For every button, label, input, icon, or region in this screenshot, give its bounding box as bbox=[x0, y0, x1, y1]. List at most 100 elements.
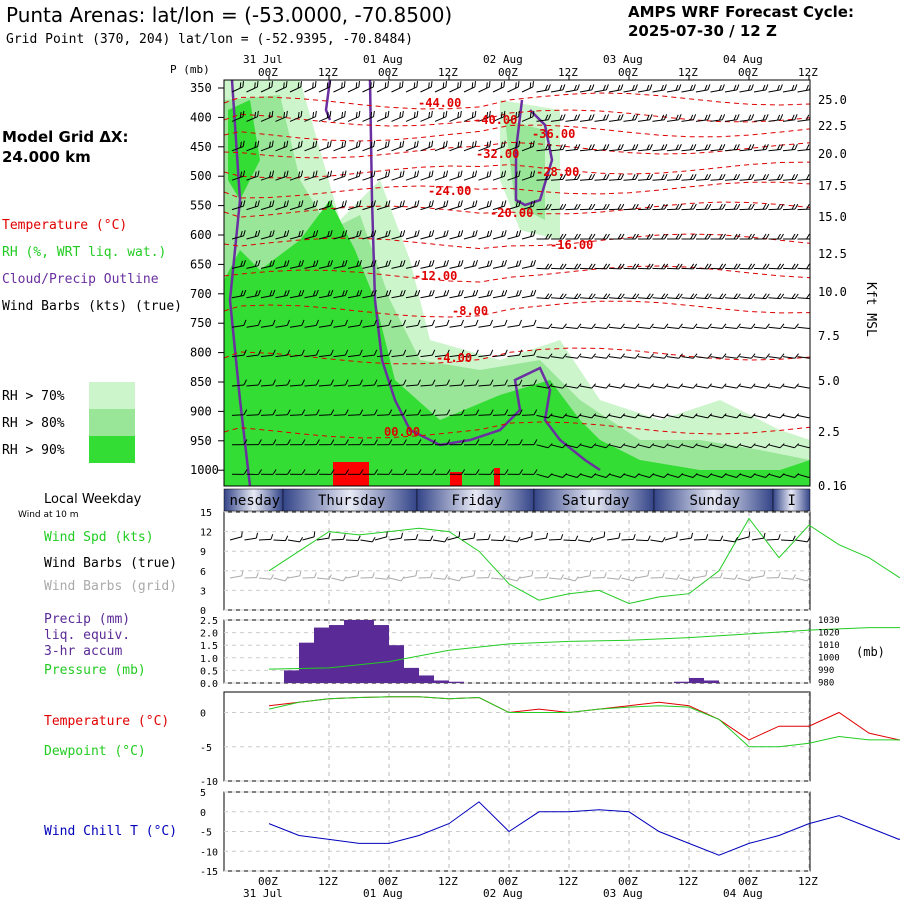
wind-barb-true bbox=[432, 536, 449, 543]
wind-barb bbox=[260, 349, 276, 358]
wind-barb bbox=[594, 203, 610, 211]
wind-barb bbox=[695, 144, 711, 152]
wind-barb bbox=[318, 319, 334, 328]
wind-barb bbox=[463, 230, 478, 240]
wind-barb bbox=[768, 173, 784, 181]
wind-barb bbox=[681, 293, 698, 300]
wind-barb bbox=[333, 439, 349, 446]
wind-barb bbox=[376, 110, 390, 122]
wind-barb bbox=[536, 263, 553, 270]
weekday-segment bbox=[772, 488, 811, 512]
wind-barb bbox=[753, 203, 770, 211]
wind-barb bbox=[782, 114, 798, 122]
wind-barb bbox=[318, 200, 333, 211]
wind-barb bbox=[318, 259, 333, 269]
wind-barb bbox=[666, 323, 683, 329]
wind-barb bbox=[536, 413, 553, 419]
wind-barb-true bbox=[490, 535, 506, 542]
wind-panel: 15 12 9 6 3 0 bbox=[200, 508, 900, 617]
wind-barb bbox=[463, 289, 479, 299]
wind-barb-true bbox=[273, 535, 289, 542]
wind-barb bbox=[434, 319, 450, 328]
wind-barb bbox=[318, 230, 333, 240]
wind-barb bbox=[565, 84, 580, 93]
wind-barb bbox=[376, 140, 390, 152]
wind-barb bbox=[608, 293, 625, 300]
wind-barb bbox=[405, 170, 420, 181]
wind-barb bbox=[246, 379, 262, 387]
wind-barb bbox=[579, 383, 597, 389]
wind-barb bbox=[681, 114, 697, 122]
wind-barb bbox=[318, 439, 335, 446]
pressure-tick-label: 950 bbox=[190, 434, 212, 448]
wind-barb bbox=[463, 319, 479, 328]
wind-barb bbox=[434, 170, 449, 181]
wind-barb bbox=[492, 439, 509, 446]
wind-barb bbox=[710, 233, 726, 240]
wind-barb bbox=[246, 170, 260, 181]
top-date-label: 31 Jul bbox=[243, 53, 283, 66]
wind-barb bbox=[507, 319, 522, 328]
wind-barb bbox=[231, 439, 248, 446]
wind-barb bbox=[609, 233, 625, 240]
wind-barb bbox=[333, 230, 348, 240]
wind-barb bbox=[797, 233, 810, 240]
wind-barb bbox=[782, 173, 799, 181]
top-hour-label: 00Z bbox=[618, 66, 638, 79]
temperature-contour bbox=[224, 265, 810, 283]
wind-barb bbox=[260, 289, 276, 299]
wind-barb bbox=[507, 349, 523, 358]
wind-barb-grid bbox=[432, 574, 448, 580]
wind-barb bbox=[362, 319, 377, 328]
precip-panel: 2.5 2.01.5 1.00.5 0.0 1030 1020 1010 1000 990 980… bbox=[200, 616, 900, 690]
wind-barb bbox=[231, 110, 245, 122]
wind-barb bbox=[637, 144, 653, 152]
wind-barb bbox=[637, 114, 653, 122]
wind-barb bbox=[289, 469, 306, 475]
wind-barb bbox=[376, 259, 391, 269]
wind-barb bbox=[246, 200, 260, 211]
wind-barb bbox=[594, 413, 611, 419]
wind-barb bbox=[376, 289, 392, 299]
panel-ytick-label: 2.5 bbox=[200, 616, 218, 627]
wind-barb-true bbox=[592, 531, 606, 541]
wind-barb bbox=[275, 81, 288, 93]
wind-barb bbox=[710, 383, 727, 389]
bottom-hour-label: 12Z bbox=[438, 875, 458, 888]
wind-barb bbox=[623, 114, 639, 122]
wind-barb bbox=[478, 379, 494, 387]
wind-barb bbox=[550, 263, 567, 270]
wind-barb bbox=[318, 379, 334, 387]
temperature-contour-label: -24.00 bbox=[428, 184, 471, 198]
panel-ytick-label: 3 bbox=[200, 586, 206, 597]
wind-barb bbox=[420, 81, 433, 93]
wind-barb bbox=[347, 110, 361, 122]
wind-barb bbox=[666, 353, 683, 359]
wind-barb bbox=[507, 140, 521, 152]
panel-ytick-label: -10 bbox=[200, 777, 218, 788]
wind-barb-true bbox=[708, 535, 724, 542]
wind-true-label: Wind Barbs (true) bbox=[44, 556, 178, 571]
dewpoint-line bbox=[268, 696, 900, 748]
wind-barb bbox=[347, 379, 363, 387]
pressure-tick-label: 500 bbox=[190, 169, 212, 183]
wind-barb bbox=[551, 233, 567, 240]
pressure-tick-label: 550 bbox=[190, 199, 212, 213]
wind-barb-grid bbox=[389, 576, 405, 582]
wind-barb bbox=[333, 319, 348, 328]
wind-barb bbox=[463, 259, 478, 269]
weekday-label: nesday bbox=[230, 493, 281, 509]
wind-barb bbox=[681, 173, 697, 181]
wind-barb-grid bbox=[244, 572, 259, 579]
wind-barb-true bbox=[287, 536, 304, 543]
wind-barb-true bbox=[345, 535, 361, 542]
wind-barb bbox=[507, 81, 520, 93]
wind-barb bbox=[463, 110, 477, 122]
wind-barb bbox=[275, 289, 290, 299]
wind-barb bbox=[681, 323, 698, 329]
wind-barb bbox=[289, 259, 304, 269]
wind-barb bbox=[579, 144, 595, 152]
wind-barb bbox=[652, 413, 669, 419]
wind-barb bbox=[391, 379, 407, 387]
wind-barb bbox=[347, 140, 361, 152]
